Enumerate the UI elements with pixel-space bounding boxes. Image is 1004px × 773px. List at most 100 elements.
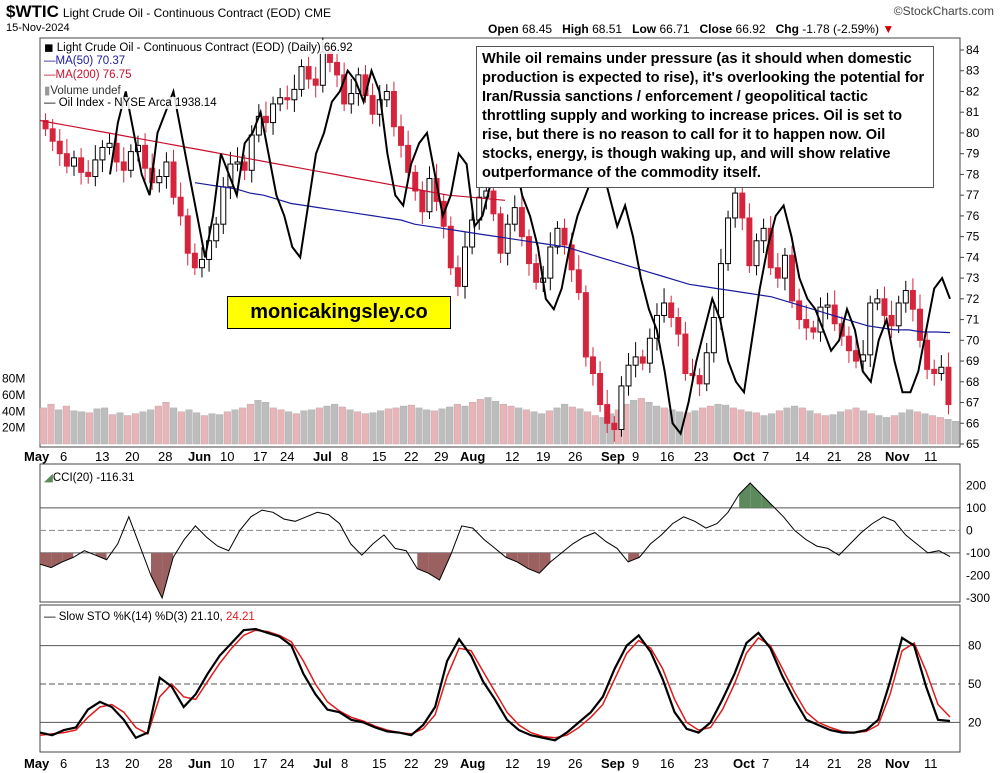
volume-bar: [78, 411, 86, 445]
price-x-label: 6: [60, 449, 67, 464]
candle-body: [931, 368, 938, 374]
sto-x-label: 23: [694, 756, 708, 771]
cci-line: [39, 482, 951, 600]
volume-bar: [576, 408, 584, 445]
candle-body: [163, 161, 170, 177]
candle-body: [419, 190, 426, 213]
volume-bar: [116, 412, 124, 445]
candle-body: [618, 385, 625, 430]
legend-oil-index: — Oil Index - NYSE Arca 1938.14: [44, 97, 217, 109]
exchange-label: CME: [304, 6, 331, 20]
volume-bar: [369, 412, 377, 445]
volume-bar: [837, 411, 845, 445]
volume-bar: [193, 412, 201, 445]
candle-body: [575, 269, 582, 294]
candle-body: [661, 302, 668, 316]
low-value: 66.71: [659, 22, 690, 36]
volume-bar: [752, 412, 760, 445]
volume-bar: [798, 407, 806, 445]
volume-bar: [254, 400, 262, 445]
volume-bar: [944, 419, 952, 445]
volume-bar: [231, 409, 239, 445]
candle-body: [305, 66, 312, 80]
price-x-label: 29: [434, 449, 448, 464]
sto-x-label: 24: [280, 756, 294, 771]
candle-body: [412, 171, 419, 192]
volume-bar: [691, 410, 699, 445]
sto-x-label: May: [24, 756, 50, 771]
volume-bar: [292, 413, 300, 445]
volume-bar: [200, 415, 208, 445]
sto-k-line: [39, 627, 951, 742]
sto-x-label: 12: [505, 756, 519, 771]
candle-body: [127, 151, 134, 171]
candle-body: [874, 298, 881, 304]
price-ytick-label: 71: [966, 313, 980, 327]
candle-body: [170, 161, 177, 198]
volume-bar: [492, 401, 500, 445]
volume-bar: [913, 411, 921, 445]
candle-body: [248, 134, 255, 171]
volume-bar: [921, 413, 929, 445]
candle-body: [653, 314, 660, 339]
cci-ytick-label: -300: [966, 591, 990, 605]
volume-bar: [584, 411, 592, 445]
volume-bar: [737, 409, 745, 445]
candle-body: [732, 192, 739, 219]
price-x-label: 9: [632, 449, 639, 464]
candle-body: [298, 66, 305, 90]
cci-oversold-area: [62, 552, 74, 562]
candle-body: [824, 304, 831, 308]
volume-bar: [208, 413, 216, 445]
volume-bar: [660, 407, 668, 445]
price-ytick-label: 83: [966, 64, 980, 78]
price-ytick-label: 76: [966, 209, 980, 223]
close-value: 66.92: [735, 22, 766, 36]
volume-bar: [139, 411, 147, 445]
sto-ytick-label: 50: [968, 677, 982, 691]
candle-body: [334, 61, 341, 76]
candle-body: [99, 146, 106, 161]
candle-body: [390, 90, 397, 128]
volume-bar: [806, 410, 814, 445]
price-ytick-label: 74: [966, 250, 980, 264]
price-x-label: 24: [280, 449, 294, 464]
volume-bar: [384, 408, 392, 445]
sto-x-label: 14: [795, 756, 809, 771]
volume-bar: [530, 411, 538, 445]
volume-bar: [346, 409, 354, 445]
volume-bar: [936, 417, 944, 445]
candle-body: [511, 207, 518, 225]
candle-body: [49, 128, 56, 142]
volume-axis-label: 40M: [2, 404, 25, 418]
price-x-label: 11: [924, 449, 938, 464]
price-ytick-label: 65: [966, 437, 980, 451]
sto-x-label: Sep: [601, 756, 625, 771]
volume-bar: [246, 403, 254, 445]
candle-body: [177, 196, 184, 217]
volume-bar: [315, 407, 323, 445]
candle-body: [682, 333, 689, 374]
candle-body: [191, 252, 198, 269]
volume-bar: [170, 407, 178, 445]
sto-x-label: 15: [372, 756, 386, 771]
candle-body: [668, 302, 675, 319]
volume-bar: [147, 409, 155, 445]
price-ytick-label: 77: [966, 188, 980, 202]
candle-body: [277, 97, 284, 105]
sto-x-label: 10: [220, 756, 234, 771]
ma200-line: [39, 119, 506, 201]
candle-body: [625, 364, 632, 387]
volume-bar: [39, 407, 47, 445]
chart-date: 15-Nov-2024: [6, 22, 70, 34]
candle-body: [632, 356, 639, 366]
high-value: 68.51: [592, 22, 623, 36]
volume-bar: [354, 411, 362, 445]
sto-ytick-label: 20: [968, 715, 982, 729]
candle-body: [867, 302, 874, 356]
candle-body: [291, 88, 298, 101]
cci-ytick-label: -100: [966, 546, 990, 560]
cci-oversold-area: [517, 552, 529, 569]
candle-body: [405, 144, 412, 173]
candle-body: [241, 161, 248, 171]
